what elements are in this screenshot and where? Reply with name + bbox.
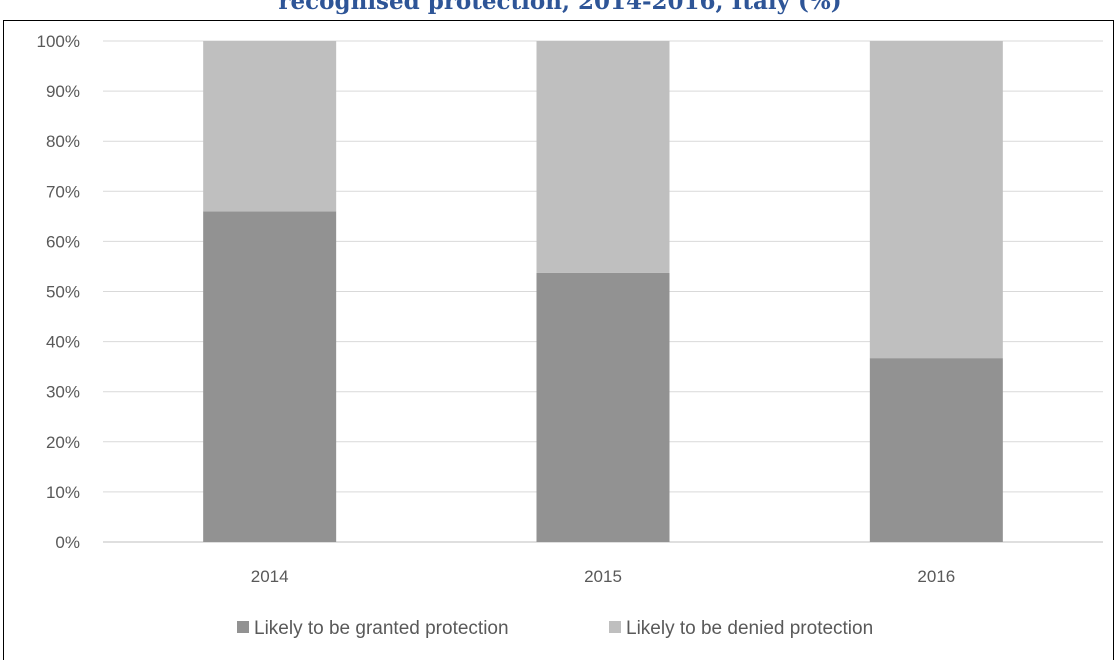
bar-granted-2014 <box>203 211 337 542</box>
y-tick-label: 60% <box>46 232 80 251</box>
x-tick-label: 2014 <box>251 567 289 586</box>
legend-label: Likely to be denied protection <box>626 618 873 639</box>
x-axis-ticks: 2014 2015 2016 <box>251 567 955 586</box>
y-tick-label: 70% <box>46 182 80 201</box>
bar-denied-2016 <box>869 41 1003 359</box>
x-tick-label: 2015 <box>584 567 622 586</box>
bar-denied-2015 <box>536 41 670 273</box>
bar-granted-2015 <box>536 272 670 542</box>
legend-label: Likely to be granted protection <box>254 618 509 639</box>
y-tick-label: 0% <box>55 533 80 552</box>
y-tick-label: 20% <box>46 433 80 452</box>
y-tick-label: 100% <box>37 32 80 51</box>
y-tick-label: 80% <box>46 132 80 151</box>
bars <box>203 41 1003 542</box>
legend-swatch <box>609 621 621 633</box>
chart-frame <box>3 20 1114 660</box>
y-tick-label: 50% <box>46 283 80 302</box>
y-tick-label: 90% <box>46 82 80 101</box>
y-tick-label: 30% <box>46 383 80 402</box>
legend-swatch <box>237 621 249 633</box>
y-tick-label: 40% <box>46 333 80 352</box>
y-axis-ticks: 0% 10% 20% 30% 40% 50% 60% 70% 80% 90% 100% <box>37 32 80 552</box>
legend: Likely to be granted protection Likely to… <box>237 618 873 639</box>
x-tick-label: 2016 <box>917 567 955 586</box>
bar-denied-2014 <box>203 41 337 212</box>
y-tick-label: 10% <box>46 483 80 502</box>
bar-granted-2016 <box>869 358 1003 542</box>
chart-title: recognised protection, 2014-2016, Italy … <box>278 0 842 15</box>
